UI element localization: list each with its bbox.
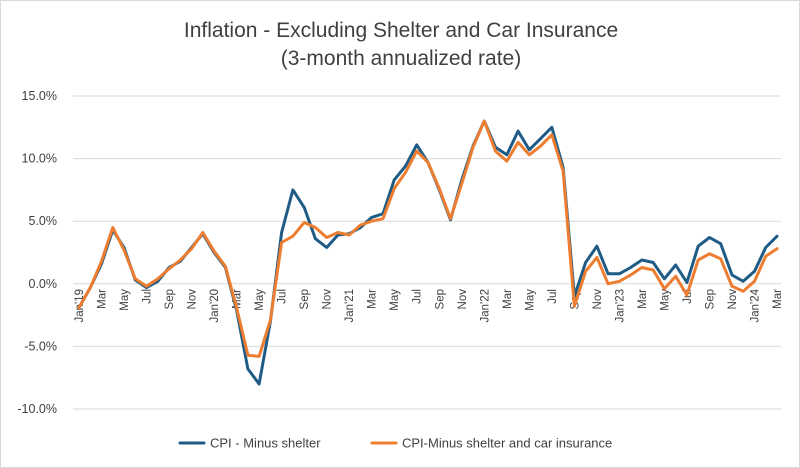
- x-tick-label: Mar: [502, 289, 514, 309]
- x-tick-label: Mar: [97, 289, 109, 309]
- x-tick-label: Jan'23: [614, 289, 626, 323]
- x-tick-label: Sep: [434, 289, 446, 309]
- x-tick-label: Jul: [547, 289, 559, 304]
- x-tick-label: Mar: [772, 289, 784, 309]
- x-tick-label: May: [389, 289, 401, 311]
- x-tick-label: Jan'24: [749, 288, 761, 322]
- x-tick-label: Jan'21: [344, 289, 356, 323]
- x-tick-label: Sep: [164, 289, 176, 309]
- x-tick-label: Nov: [457, 289, 469, 310]
- x-tick-label: Nov: [592, 289, 604, 310]
- chart-title: Inflation - Excluding Shelter and Car In…: [184, 19, 618, 42]
- legend-label-1: CPI - Minus shelter: [210, 436, 321, 451]
- x-tick-label: Nov: [187, 289, 199, 310]
- x-tick-label: May: [119, 289, 131, 311]
- x-tick-label: Jan'22: [479, 289, 491, 323]
- y-tick-label: 5.0%: [29, 214, 58, 228]
- series-line-2: [77, 119, 779, 358]
- x-tick-label: Jul: [142, 289, 154, 304]
- x-tick-label: Nov: [322, 289, 334, 310]
- legend-label-2: CPI-Minus shelter and car insurance: [402, 436, 612, 451]
- x-tick-label: Sep: [704, 289, 716, 309]
- x-tick-label: Nov: [727, 289, 739, 310]
- y-tick-label: 0.0%: [29, 277, 58, 291]
- gridlines: [73, 95, 781, 410]
- x-tick-label: May: [659, 289, 671, 311]
- y-tick-label: -10.0%: [17, 402, 57, 416]
- y-tick-label: -5.0%: [24, 339, 57, 353]
- y-axis-ticks: 15.0% 10.0% 5.0% 0.0% -5.0% -10.0%: [17, 89, 57, 416]
- x-tick-label: Jul: [277, 289, 289, 304]
- x-tick-label: Mar: [367, 289, 379, 309]
- x-tick-label: Jul: [412, 289, 424, 304]
- x-tick-label: Sep: [299, 289, 311, 309]
- x-tick-label: May: [524, 289, 536, 311]
- legend: CPI - Minus shelter CPI-Minus shelter and…: [178, 436, 612, 451]
- x-tick-label: Jan'20: [209, 289, 221, 323]
- y-tick-label: 10.0%: [22, 152, 57, 166]
- y-tick-label: 15.0%: [22, 89, 57, 103]
- x-axis-ticks: Jan'19 Mar May Jul Sep Nov Jan'20 Mar May Jul Sep N…: [74, 288, 784, 322]
- x-tick-label: Mar: [637, 289, 649, 309]
- chart-subtitle: (3-month annualized rate): [281, 47, 521, 70]
- series-lines: [77, 119, 779, 386]
- x-tick-label: May: [254, 289, 266, 311]
